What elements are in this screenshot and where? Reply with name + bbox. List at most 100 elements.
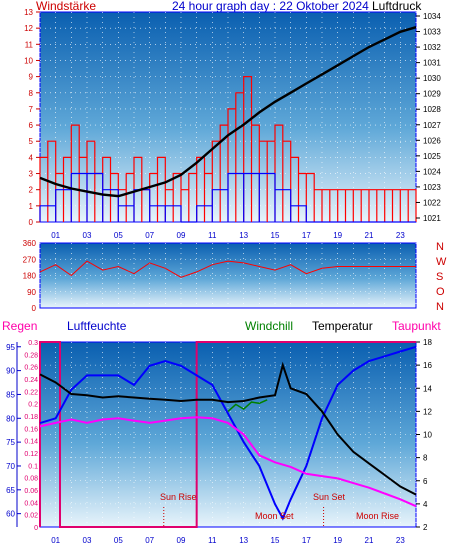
wind-tick-label: 9 xyxy=(29,73,34,82)
compass-letter: N xyxy=(436,241,444,253)
wind-line xyxy=(39,76,417,222)
pressure-tick-label: 1031 xyxy=(423,59,441,68)
rain-axis: 0.3 0.28 0.26 0.24 0.22 0.2 0.18 0.16 0.14 0.12 0.… xyxy=(24,340,38,532)
rain-tick-label: 0.06 xyxy=(24,488,38,495)
sun-rise-label: Sun Rise xyxy=(160,492,197,502)
pressure-tick-label: 1032 xyxy=(423,43,441,52)
x-tick-label: 21 xyxy=(365,231,374,240)
x-tick-label: 13 xyxy=(239,536,248,545)
rain-tick-label: 0.18 xyxy=(24,414,38,421)
rain-tick-label: 0.16 xyxy=(24,426,38,433)
dewpoint-label: Taupunkt xyxy=(392,319,441,333)
compass-letter: S xyxy=(436,271,443,283)
pressure-tick-label: 1027 xyxy=(423,121,441,130)
x-tick-label: 03 xyxy=(83,231,92,240)
humidity-tick-label: 90 xyxy=(6,367,15,376)
rain-tick-label: 0.22 xyxy=(24,389,38,396)
compass-letter: W xyxy=(436,256,447,268)
x-tick-label: 23 xyxy=(396,231,405,240)
direction-series xyxy=(39,260,416,278)
x-tick-label: 15 xyxy=(271,231,280,240)
rain-tick-label: 0.14 xyxy=(24,439,38,446)
x-tick-label: 09 xyxy=(177,536,186,545)
temperature-axis: 18 16 14 12 10 8 6 4 2 xyxy=(416,338,432,532)
humidity-axis: 95 90 85 80 75 70 65 60 xyxy=(6,342,21,527)
rain-tick-label: 0.04 xyxy=(24,500,38,507)
x-tick-label: 11 xyxy=(208,536,217,545)
rain-tick-label: 0.24 xyxy=(24,377,38,384)
pressure-tick-label: 1025 xyxy=(423,152,441,161)
pressure-tick-label: 1034 xyxy=(423,12,441,21)
astro-markers xyxy=(163,507,325,527)
rain-tick-label: 0.02 xyxy=(24,513,38,520)
wind-tick-label: 11 xyxy=(25,40,34,49)
wind-tick-label: 5 xyxy=(29,137,34,146)
x-tick-label: 17 xyxy=(302,231,311,240)
gust-series xyxy=(39,172,416,223)
temperature-tick-label: 18 xyxy=(423,338,432,347)
wind-strength-label: Windstärke xyxy=(36,0,96,13)
rain-tick-label: 0.3 xyxy=(28,340,38,347)
rain-label: Regen xyxy=(2,319,37,333)
wind-tick-label: 4 xyxy=(29,153,34,162)
pressure-label: Luftdruck xyxy=(372,0,422,13)
temperature-tick-label: 8 xyxy=(423,454,428,463)
x-tick-label: 19 xyxy=(333,536,342,545)
dewpoint-series xyxy=(39,416,417,508)
humidity-tick-label: 70 xyxy=(6,462,15,471)
temperature-line xyxy=(39,361,417,496)
x-axis-labels-bottom: 01 03 05 07 09 11 13 15 17 19 21 23 xyxy=(51,536,405,545)
temperature-tick-label: 14 xyxy=(423,384,432,393)
pressure-tick-label: 1023 xyxy=(423,183,441,192)
x-tick-label: 21 xyxy=(365,536,374,545)
humidity-tick-label: 60 xyxy=(6,510,15,519)
wind-tick-label: 7 xyxy=(29,105,34,114)
moon-set-label: Moon Set xyxy=(255,511,294,521)
x-tick-label: 15 xyxy=(271,536,280,545)
compass-letter: N xyxy=(436,301,444,313)
rain-tick-label: 0.12 xyxy=(24,451,38,458)
direction-tick-label: 0 xyxy=(32,304,37,313)
wind-tick-label: 8 xyxy=(29,89,34,98)
climate-plot-area xyxy=(39,341,417,528)
wind-tick-label: 10 xyxy=(24,56,33,65)
humidity-tick-label: 85 xyxy=(6,390,15,399)
rain-tick-label: 0.26 xyxy=(24,365,38,372)
humidity-tick-label: 95 xyxy=(6,343,15,352)
x-tick-label: 09 xyxy=(177,231,186,240)
windchill-line xyxy=(227,399,268,412)
temperature-tick-label: 4 xyxy=(423,500,428,509)
direction-left-axis: 360 270 180 90 0 xyxy=(23,239,37,313)
pressure-line xyxy=(39,26,417,198)
rain-series xyxy=(39,341,416,528)
x-tick-label: 05 xyxy=(114,536,123,545)
compass-letter: O xyxy=(436,286,445,298)
direction-tick-label: 360 xyxy=(23,239,37,248)
pressure-tick-label: 1026 xyxy=(423,136,441,145)
x-tick-label: 01 xyxy=(51,536,60,545)
direction-tick-label: 270 xyxy=(23,255,37,264)
direction-tick-label: 90 xyxy=(27,288,36,297)
windchill-series xyxy=(227,399,268,412)
wind-tick-label: 3 xyxy=(29,170,34,179)
direction-tick-label: 180 xyxy=(23,272,37,281)
humidity-tick-label: 75 xyxy=(6,438,15,447)
windchill-label: Windchill xyxy=(245,319,293,333)
x-tick-label: 07 xyxy=(145,231,154,240)
temperature-tick-label: 6 xyxy=(423,477,428,486)
x-tick-label: 05 xyxy=(114,231,123,240)
humidity-tick-label: 80 xyxy=(6,414,15,423)
temperature-series xyxy=(39,361,417,496)
pressure-tick-label: 1021 xyxy=(423,214,441,223)
wind-tick-label: 13 xyxy=(24,8,33,17)
pressure-right-axis: 1034 1033 1032 1031 1030 1029 1028 1027 1026 1025… xyxy=(416,12,441,223)
rain-line xyxy=(39,341,416,528)
pressure-series xyxy=(39,26,417,198)
pressure-tick-label: 1030 xyxy=(423,74,441,83)
x-tick-label: 19 xyxy=(333,231,342,240)
